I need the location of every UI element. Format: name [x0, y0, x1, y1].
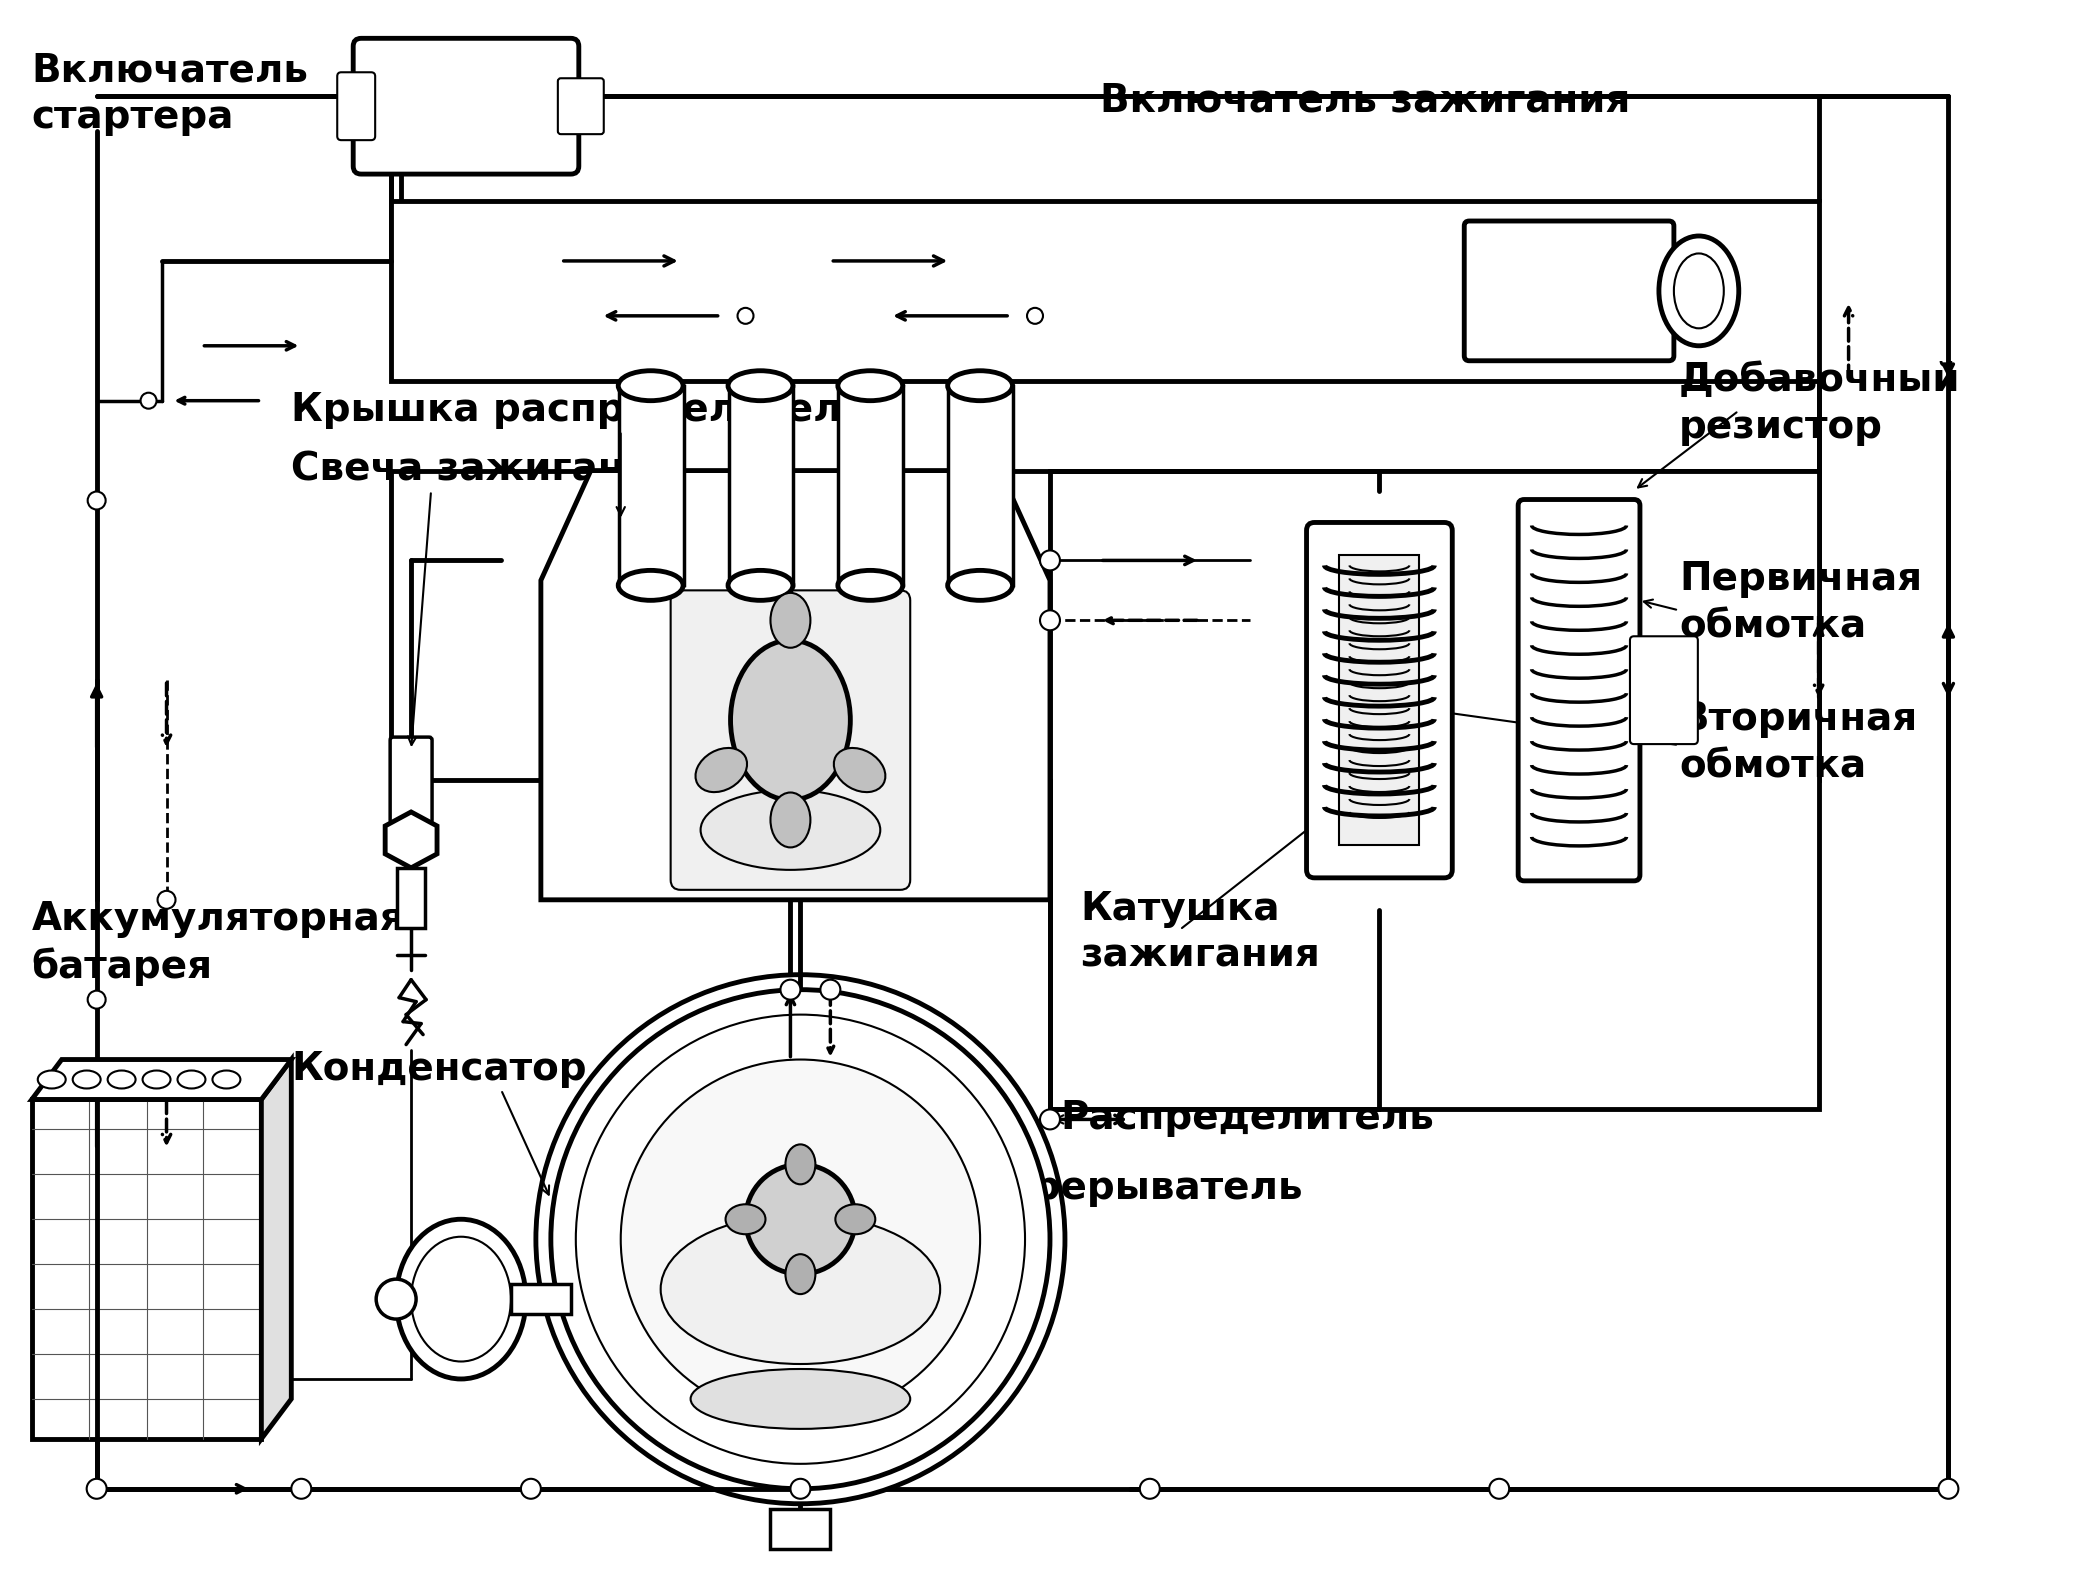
- Circle shape: [780, 979, 800, 1000]
- Text: Первичная
обмотка: Первичная обмотка: [1680, 560, 1921, 646]
- Ellipse shape: [412, 1236, 511, 1362]
- Ellipse shape: [730, 640, 850, 800]
- Circle shape: [636, 555, 665, 586]
- Text: Катушка
зажигания: Катушка зажигания: [1079, 890, 1320, 974]
- Ellipse shape: [834, 747, 886, 792]
- Bar: [511, 1284, 572, 1314]
- Circle shape: [291, 1479, 312, 1498]
- FancyBboxPatch shape: [391, 736, 432, 824]
- Ellipse shape: [212, 1071, 241, 1089]
- Bar: [31, 1100, 262, 1439]
- Ellipse shape: [696, 747, 746, 792]
- FancyBboxPatch shape: [557, 78, 603, 135]
- Bar: [620, 386, 684, 586]
- Ellipse shape: [1674, 254, 1723, 329]
- FancyBboxPatch shape: [1518, 500, 1640, 881]
- Ellipse shape: [771, 594, 811, 647]
- FancyBboxPatch shape: [353, 38, 578, 175]
- FancyBboxPatch shape: [1630, 636, 1699, 744]
- Circle shape: [1027, 308, 1044, 324]
- Circle shape: [87, 492, 106, 509]
- Ellipse shape: [661, 1214, 940, 1363]
- Circle shape: [536, 974, 1064, 1504]
- Ellipse shape: [948, 570, 1012, 600]
- Text: Прерыватель: Прерыватель: [1000, 1170, 1304, 1208]
- Ellipse shape: [771, 792, 811, 847]
- Polygon shape: [541, 471, 1050, 900]
- Ellipse shape: [177, 1071, 206, 1089]
- Ellipse shape: [397, 1219, 526, 1379]
- Circle shape: [141, 392, 156, 409]
- Ellipse shape: [728, 570, 792, 600]
- Circle shape: [87, 1479, 106, 1498]
- Text: Распределитель: Распределитель: [1060, 1100, 1435, 1138]
- Circle shape: [576, 1014, 1025, 1463]
- Circle shape: [1139, 1479, 1160, 1498]
- Bar: [391, 471, 1819, 781]
- Polygon shape: [262, 1060, 291, 1439]
- Circle shape: [863, 1301, 898, 1336]
- Ellipse shape: [617, 371, 684, 400]
- Ellipse shape: [143, 1071, 170, 1089]
- Text: Свеча зажигания: Свеча зажигания: [291, 451, 678, 489]
- FancyBboxPatch shape: [1306, 522, 1453, 878]
- Ellipse shape: [690, 1370, 911, 1428]
- Circle shape: [376, 1279, 416, 1319]
- Circle shape: [87, 990, 106, 1009]
- Circle shape: [1659, 674, 1688, 705]
- Circle shape: [746, 555, 775, 586]
- Bar: [391, 202, 1819, 381]
- Ellipse shape: [728, 371, 792, 400]
- Circle shape: [854, 555, 886, 586]
- Circle shape: [1040, 1109, 1060, 1130]
- Circle shape: [921, 551, 940, 570]
- Ellipse shape: [1659, 236, 1738, 346]
- Ellipse shape: [786, 1144, 815, 1184]
- Circle shape: [746, 1165, 854, 1274]
- Text: Вторичная
обмотка: Вторичная обмотка: [1680, 700, 1917, 786]
- FancyBboxPatch shape: [1464, 221, 1674, 360]
- Bar: [728, 386, 794, 586]
- Ellipse shape: [617, 570, 684, 600]
- Polygon shape: [31, 1060, 291, 1100]
- FancyBboxPatch shape: [672, 590, 911, 890]
- Ellipse shape: [701, 790, 879, 870]
- Circle shape: [821, 979, 840, 1000]
- Circle shape: [703, 1301, 738, 1336]
- Text: Включатель
стартера: Включатель стартера: [31, 51, 310, 136]
- Ellipse shape: [108, 1071, 135, 1089]
- Bar: [397, 868, 424, 928]
- Text: Крышка распределителя: Крышка распределителя: [291, 390, 867, 428]
- Ellipse shape: [786, 1254, 815, 1293]
- FancyBboxPatch shape: [337, 73, 374, 140]
- Text: Аккумуляторная
батарея: Аккумуляторная батарея: [31, 900, 405, 986]
- Circle shape: [622, 1060, 979, 1419]
- Text: Включатель зажигания: Включатель зажигания: [1100, 81, 1630, 119]
- Circle shape: [1040, 611, 1060, 630]
- Circle shape: [790, 1479, 811, 1498]
- Circle shape: [738, 308, 753, 324]
- Polygon shape: [385, 813, 437, 868]
- Ellipse shape: [948, 371, 1012, 400]
- Circle shape: [965, 555, 996, 586]
- Circle shape: [551, 990, 1050, 1489]
- Bar: [1050, 471, 1819, 1109]
- Bar: [1339, 555, 1420, 844]
- Circle shape: [158, 890, 175, 909]
- Ellipse shape: [838, 570, 902, 600]
- Bar: [838, 386, 902, 586]
- Ellipse shape: [838, 371, 902, 400]
- Ellipse shape: [37, 1071, 67, 1089]
- Bar: [948, 386, 1012, 586]
- Circle shape: [1489, 1479, 1509, 1498]
- Ellipse shape: [726, 1205, 765, 1235]
- Circle shape: [1040, 551, 1060, 570]
- Bar: [771, 1509, 830, 1549]
- Ellipse shape: [73, 1071, 100, 1089]
- Text: Конденсатор: Конденсатор: [291, 1049, 586, 1087]
- Circle shape: [522, 1479, 541, 1498]
- Ellipse shape: [836, 1205, 875, 1235]
- Circle shape: [1938, 1479, 1958, 1498]
- Text: Добавочный
резистор: Добавочный резистор: [1680, 360, 1960, 446]
